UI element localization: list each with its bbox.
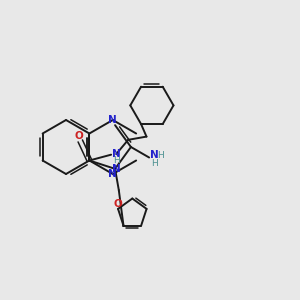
- Text: H: H: [151, 159, 158, 168]
- Text: O: O: [75, 131, 84, 141]
- Text: N: N: [108, 169, 117, 179]
- Text: N: N: [112, 164, 121, 174]
- Text: O: O: [114, 199, 122, 209]
- Text: N: N: [108, 115, 117, 125]
- Text: N: N: [112, 149, 121, 159]
- Text: N: N: [150, 150, 159, 161]
- Text: H: H: [157, 151, 164, 160]
- Text: H: H: [113, 157, 120, 166]
